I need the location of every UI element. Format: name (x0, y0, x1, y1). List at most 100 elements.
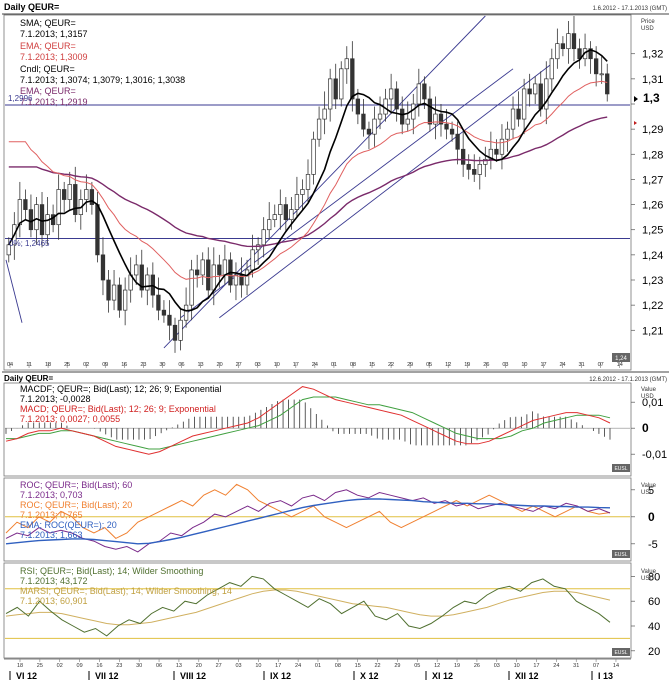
legend-roc60-value: 7.1.2013; 0,703 (20, 490, 83, 500)
price-xtick-label: 23 (140, 362, 146, 368)
price-xtick-label: 10 (521, 362, 527, 368)
candle-body (45, 214, 50, 236)
main-date-range: 1.6.2012 - 17.1.2013 (GMT) (593, 6, 667, 12)
price-ytick-label: 1,29 (642, 124, 663, 136)
bottom-xtick-label: 23 (116, 663, 122, 669)
price-xtick-label: 24 (559, 362, 565, 368)
bottom-xtick-label: 22 (375, 663, 381, 669)
price-xtick-label: 16 (121, 362, 127, 368)
month-label: VIII 12 (180, 671, 206, 681)
macd-ytick-label: 0 (642, 421, 649, 435)
macd-panel-frame (3, 382, 632, 477)
candle-body (189, 269, 194, 306)
candle-body (111, 284, 117, 301)
price-xtick-label: 05 (426, 362, 432, 368)
candle-body (416, 83, 421, 105)
macd-unit-label-2: USD (641, 394, 654, 400)
price-ytick-label: 1,23 (642, 275, 663, 287)
legend-rsi-value: 7.1.2013; 43,172 (20, 576, 88, 586)
candle-body (233, 274, 239, 286)
candle-body (283, 204, 288, 221)
candle-body (328, 78, 333, 110)
candle-body (17, 199, 23, 226)
candle-body (383, 98, 388, 115)
candle-body (322, 108, 327, 120)
bottom-xtick-label: 16 (96, 663, 102, 669)
price-xtick-label: 01 (331, 362, 337, 368)
candle-body (267, 219, 272, 231)
bottom-xtick-label: 07 (593, 663, 599, 669)
bottom-xtick-label: 03 (235, 663, 241, 669)
current-price-marker (634, 96, 638, 102)
legend-candle-label: Cndl; QEUR= (20, 64, 75, 74)
candle-body (461, 148, 466, 165)
roc-panel-frame (3, 477, 632, 562)
candle-body (588, 48, 593, 60)
ema-fast-line (8, 80, 608, 280)
month-label: X 12 (360, 671, 379, 681)
roc-badge-text: EUSL (614, 552, 627, 558)
price-ytick-label: 1,21 (642, 325, 663, 337)
candle-body (455, 133, 460, 150)
bottom-xtick-label: 01 (315, 663, 321, 669)
bottom-xtick-label: 29 (394, 663, 400, 669)
roc-ytick-label: -5 (648, 539, 658, 551)
price-panel (5, 15, 638, 353)
legend-roc20-label: ROC; QEUR=; Bid(Last); 20 (20, 500, 132, 510)
bottom-xtick-label: 24 (295, 663, 301, 669)
legend-marsi-label: MARSI; QEUR=; Bid(Last); 14; Wilder Smoo… (20, 586, 232, 596)
macd-date-range: 12.6.2012 - 17.1.2013 (GMT) (589, 377, 667, 383)
candle-body (106, 279, 111, 301)
candle-body (272, 214, 277, 221)
rsi-badge-text: EUSL (614, 650, 627, 656)
price-xtick-label: 08 (350, 362, 356, 368)
candle-body (505, 128, 510, 140)
candle-body (400, 108, 405, 125)
bottom-xtick-label: 06 (156, 663, 162, 669)
candle-body (560, 43, 566, 50)
price-unit-label-2: USD (641, 26, 654, 32)
rsi-unit-label-2: USD (641, 576, 654, 582)
candle-body (494, 148, 499, 155)
candle-body (278, 204, 283, 215)
candle-body (538, 83, 543, 110)
price-xtick-label: 12 (445, 362, 451, 368)
candle-body (95, 204, 100, 256)
roc-unit-label: Value (641, 483, 657, 489)
legend-sma-label: SMA; QEUR= (20, 18, 76, 28)
bottom-xtick-label: 09 (77, 663, 83, 669)
candle-body (261, 229, 266, 246)
month-label: VII 12 (95, 671, 119, 681)
candle-body (217, 264, 222, 276)
marsi-line (5, 589, 611, 626)
candle-body (466, 163, 471, 170)
candle-body (366, 128, 372, 135)
price-xtick-label: 14 (617, 362, 623, 368)
candle-body (411, 103, 416, 120)
candle-body (316, 118, 322, 140)
roc-panel: 5 0 -5 (5, 483, 658, 553)
price-ytick-label: 1,31 (642, 74, 663, 86)
price-ytick-label: 1,25 (642, 225, 663, 237)
macd-line (5, 386, 611, 455)
price-badge-text: 1,24 (615, 356, 627, 362)
bottom-xtick-label: 26 (474, 663, 480, 669)
price-ytick-label: 1,27 (642, 174, 663, 186)
bottom-date-axis: 18 25 02 09 16 23 30 06 13 20 27 03 10 17 24 01 08 15 22 29… (4, 658, 631, 681)
candle-body (555, 43, 560, 60)
price-ytick-label: 1,32 (642, 49, 663, 61)
candle-body (23, 199, 28, 210)
month-label: XI 12 (432, 671, 453, 681)
rsi-legend: RSI; QEUR=; Bid(Last); 14; Wilder Smooth… (20, 566, 232, 606)
candle-body (289, 209, 294, 221)
legend-ema-fast-label: EMA; QEUR= (20, 41, 76, 51)
bottom-xtick-label: 02 (57, 663, 63, 669)
candle-body (394, 88, 399, 110)
legend-marsi-value: 7.1.2013; 60,901 (20, 596, 88, 606)
candle-body (67, 184, 72, 200)
rsi-panel-frame (3, 562, 632, 659)
candle-body (294, 194, 300, 210)
hline-label-lower: 0%; 1,2465 (9, 239, 50, 248)
roc-ytick-label: 0 (648, 510, 655, 524)
price-unit-label: Price (641, 19, 655, 25)
